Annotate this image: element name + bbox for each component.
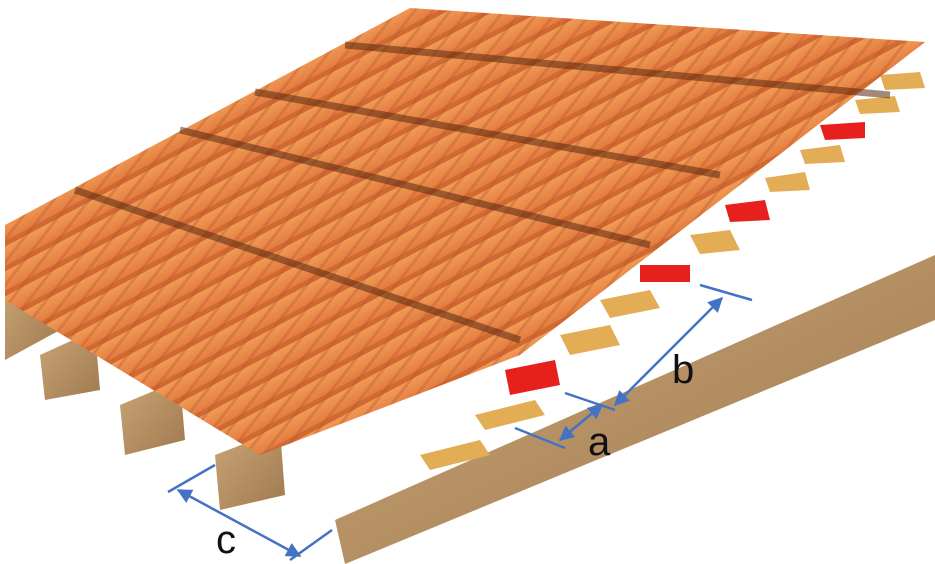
tiles <box>5 8 925 455</box>
page: a b c (() => { const data = JSON.parse(d… <box>0 0 935 564</box>
roof-diagram: a b c <box>0 0 935 564</box>
label-c: c <box>216 518 236 562</box>
label-b: b <box>672 348 694 392</box>
label-a: a <box>588 420 611 464</box>
